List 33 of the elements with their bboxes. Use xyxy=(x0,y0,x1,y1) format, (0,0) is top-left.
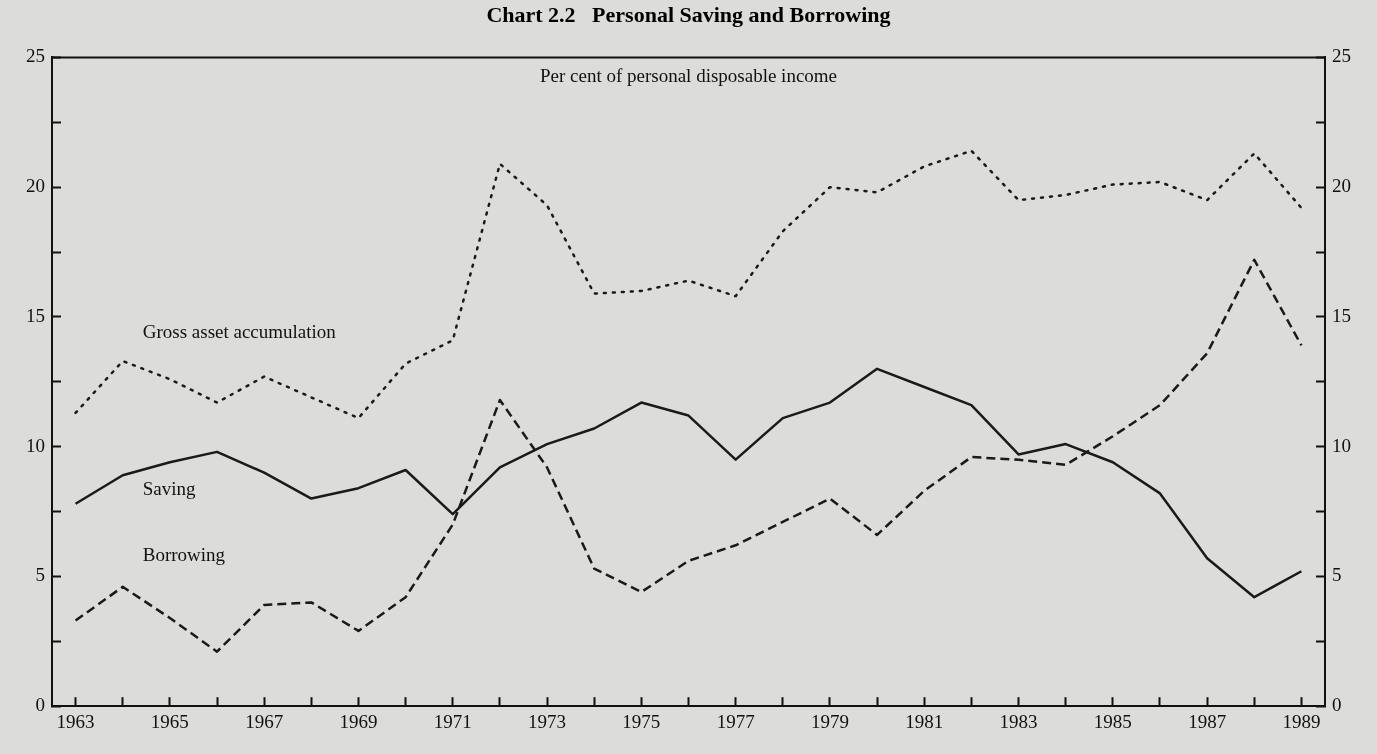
x-tick-label: 1965 xyxy=(150,710,189,732)
y2-tick-label: 5 xyxy=(1332,564,1342,586)
line-series xyxy=(74,149,1303,420)
y-tick-label: 5 xyxy=(35,564,45,586)
x-tick-label: 1977 xyxy=(716,710,755,732)
series-label: Borrowing xyxy=(142,544,226,566)
y2-tick-label: 15 xyxy=(1332,304,1351,326)
y2-tick-label: 10 xyxy=(1332,434,1351,456)
y2-tick-label: 0 xyxy=(1332,694,1342,716)
x-tick-label: 1987 xyxy=(1188,710,1227,732)
x-tick-label: 1989 xyxy=(1282,710,1321,732)
y-tick-label: 25 xyxy=(26,45,45,67)
y2-tick-label: 25 xyxy=(1332,45,1351,67)
x-tick-label: 1979 xyxy=(810,710,849,732)
series-label: Gross asset accumulation xyxy=(142,320,337,342)
y-tick-label: 15 xyxy=(26,304,45,326)
x-tick-label: 1963 xyxy=(56,710,95,732)
y-tick-label: 20 xyxy=(26,175,45,197)
x-tick-label: 1985 xyxy=(1093,710,1132,732)
x-tick-label: 1971 xyxy=(433,710,472,732)
y-tick-label: 0 xyxy=(35,694,45,716)
x-tick-label: 1983 xyxy=(999,710,1038,732)
x-tick-label: 1967 xyxy=(245,710,284,732)
y2-tick-label: 20 xyxy=(1332,175,1351,197)
line-series xyxy=(74,258,1303,653)
annotation: Per cent of personal disposable income xyxy=(539,64,838,86)
y-tick-label: 10 xyxy=(26,434,45,456)
series-label: Saving xyxy=(142,477,196,499)
x-tick-label: 1981 xyxy=(905,710,944,732)
x-tick-label: 1975 xyxy=(622,710,661,732)
chart-title: Chart 2.2 Personal Saving and Borrowing xyxy=(485,2,892,28)
x-tick-label: 1969 xyxy=(339,710,378,732)
x-tick-label: 1973 xyxy=(528,710,567,732)
